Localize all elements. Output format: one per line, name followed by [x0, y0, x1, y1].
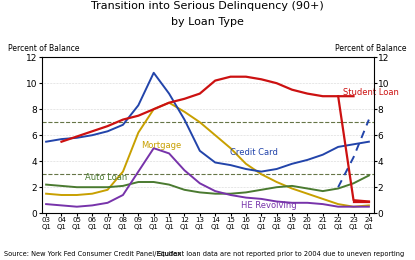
Text: Credit Card: Credit Card — [229, 148, 278, 157]
Text: Auto Loan: Auto Loan — [85, 173, 127, 182]
Text: Transition into Serious Delinquency (90+): Transition into Serious Delinquency (90+… — [91, 1, 324, 11]
Text: Mortgage: Mortgage — [141, 141, 181, 150]
Text: Percent of Balance: Percent of Balance — [8, 44, 80, 53]
Text: Student loan data are not reported prior to 2004 due to uneven reporting: Student loan data are not reported prior… — [158, 251, 404, 257]
Text: by Loan Type: by Loan Type — [171, 17, 244, 27]
Text: HE Revolving: HE Revolving — [241, 201, 297, 210]
Text: Student Loan: Student Loan — [343, 88, 399, 97]
Text: Source: New York Fed Consumer Credit Panel/Equifax: Source: New York Fed Consumer Credit Pan… — [4, 251, 181, 257]
Text: Percent of Balance: Percent of Balance — [335, 44, 407, 53]
